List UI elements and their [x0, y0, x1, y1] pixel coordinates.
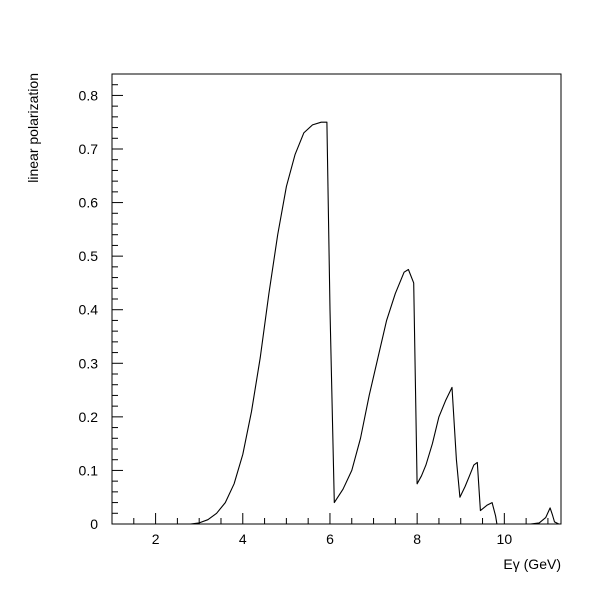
- y-axis-ticks: [112, 73, 123, 514]
- y-tick-label: 0.2: [79, 409, 99, 425]
- y-tick-label: 0.7: [79, 141, 99, 157]
- x-tick-label: 6: [326, 531, 334, 547]
- y-axis-tick-labels: 0 0.1 0.2 0.3 0.4 0.5 0.6 0.7 0.8: [79, 87, 99, 532]
- x-tick-label: 2: [152, 531, 160, 547]
- y-tick-label: 0.4: [79, 302, 99, 318]
- y-tick-label: 0: [90, 516, 98, 532]
- x-tick-label: 8: [413, 531, 421, 547]
- x-axis-title: Eγ (GeV): [503, 556, 561, 572]
- x-axis-tick-labels: 2 4 6 8 10: [152, 531, 513, 547]
- x-tick-label: 10: [497, 531, 513, 547]
- x-tick-label: 4: [239, 531, 247, 547]
- y-tick-label: 0.8: [79, 87, 99, 103]
- y-tick-label: 0.3: [79, 355, 99, 371]
- x-axis-ticks: [133, 513, 549, 524]
- y-tick-label: 0.1: [79, 462, 99, 478]
- y-axis-title: linear polarization: [25, 73, 41, 183]
- series-line: [181, 121, 561, 525]
- y-tick-label: 0.5: [79, 248, 99, 264]
- y-tick-label: 0.6: [79, 195, 99, 211]
